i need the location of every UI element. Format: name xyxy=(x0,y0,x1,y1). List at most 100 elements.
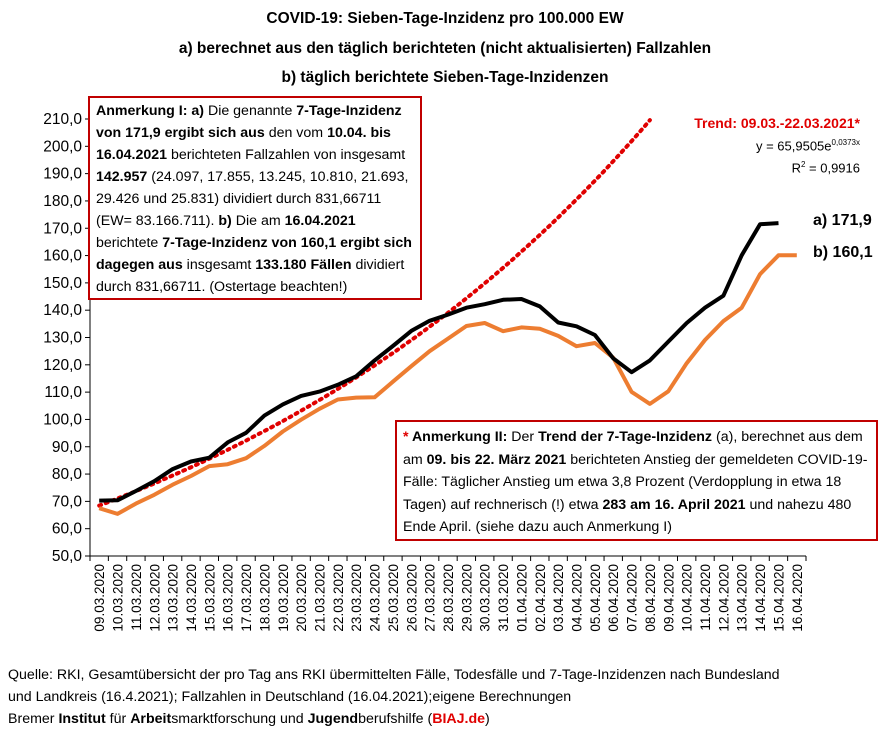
source-text: berufshilfe ( xyxy=(358,711,433,727)
x-tick-label: 25.03.2020 xyxy=(386,564,401,632)
x-tick-label: 31.03.2020 xyxy=(496,564,511,632)
note1-text: Die genannte xyxy=(204,103,297,119)
x-tick-label: 11.03.2020 xyxy=(129,564,144,631)
x-tick-label: 09.03.2020 xyxy=(92,564,107,632)
annotation-box-2: * Anmerkung II: Der Trend der 7-Tage-Inz… xyxy=(395,420,878,541)
source-text: Jugend xyxy=(307,711,359,727)
source-note: Quelle: RKI, Gesamtübersicht der pro Tag… xyxy=(8,664,780,730)
y-tick-label: 170,0 xyxy=(43,220,82,237)
series-line-a xyxy=(99,221,779,503)
x-tick-label: 12.04.2020 xyxy=(716,564,731,632)
y-tick-label: 200,0 xyxy=(43,138,82,155)
note1-text: Die am xyxy=(231,213,285,229)
trend-r2-value: = 0,9916 xyxy=(805,160,860,176)
note1-heading: Anmerkung I: a) xyxy=(96,103,204,119)
note1-text: b) xyxy=(218,213,232,229)
y-tick-label: 210,0 xyxy=(43,111,82,128)
x-tick-label: 15.04.2020 xyxy=(771,564,786,632)
x-tick-label: 02.04.2020 xyxy=(533,564,548,632)
note1-text: (24.097, 17.855, 13.245, 10.810, 21.693,… xyxy=(96,169,409,229)
x-tick-label: 19.03.2020 xyxy=(276,564,291,632)
x-tick-label: 24.03.2020 xyxy=(368,564,383,632)
x-tick-label: 03.04.2020 xyxy=(551,564,566,632)
x-tick-label: 20.03.2020 xyxy=(294,564,309,632)
x-tick-label: 17.03.2020 xyxy=(239,564,254,632)
chart-title-line3: b) täglich berichtete Sieben-Tage-Inzide… xyxy=(281,69,609,86)
y-tick-label: 90,0 xyxy=(52,439,83,456)
x-tick-label: 12.03.2020 xyxy=(147,564,162,632)
note1-text: den vom xyxy=(264,125,328,141)
note1-text: berichtete xyxy=(96,235,163,251)
note1-text: dividiert durch 831,66711. (Ostertage be… xyxy=(96,257,405,295)
note1-text: insgesamt xyxy=(182,257,256,273)
note1-text: 10.04. bis 16.04.2021 xyxy=(96,125,391,163)
x-tick-label: 10.03.2020 xyxy=(111,564,126,632)
note1-text: 133.180 Fällen xyxy=(255,257,352,273)
y-tick-label: 130,0 xyxy=(43,330,82,347)
y-tick-label: 110,0 xyxy=(44,384,82,401)
x-tick-label: 22.03.2020 xyxy=(331,564,346,632)
trend-r2-symbol: R xyxy=(791,160,801,176)
note2-asterisk: * xyxy=(403,429,412,445)
x-tick-label: 21.03.2020 xyxy=(312,564,327,632)
x-tick-label: 29.03.2020 xyxy=(459,564,474,632)
note1-text: 7-Tage-Inzidenz von 171,9 ergibt sich au… xyxy=(96,103,402,141)
x-tick-label: 13.04.2020 xyxy=(735,564,750,632)
biaj-link[interactable]: BIAJ.de xyxy=(432,711,486,727)
y-tick-label: 120,0 xyxy=(43,357,82,374)
note2-text: berichteten Anstieg der gemeldeten COVID… xyxy=(403,451,868,513)
x-tick-label: 07.04.2020 xyxy=(625,564,640,632)
trend-line xyxy=(97,118,652,508)
note2-text: (a), berechnet aus dem am xyxy=(403,429,863,468)
note1-text: 142.957 xyxy=(96,169,148,185)
x-tick-label: 09.04.2020 xyxy=(661,564,676,632)
trend-equation: y = 65,9505e0,0373x xyxy=(660,133,860,155)
y-tick-label: 180,0 xyxy=(43,193,82,210)
x-tick-label: 13.03.2020 xyxy=(166,564,181,632)
x-tick-label: 18.03.2020 xyxy=(257,564,272,632)
source-line2: und Landkreis (16.4.2021); Fallzahlen in… xyxy=(8,689,572,705)
annotation-box-1: Anmerkung I: a) Die genannte 7-Tage-Inzi… xyxy=(88,96,422,300)
x-tick-label: 15.03.2020 xyxy=(202,564,217,632)
x-tick-label: 23.03.2020 xyxy=(349,564,364,632)
source-line3: Bremer Institut für Arbeitsmarktforschun… xyxy=(8,708,780,730)
trend-label: Trend: 09.03.-22.03.2021* xyxy=(694,115,860,131)
note2-text: Trend der 7-Tage-Inzidenz xyxy=(538,429,713,445)
x-tick-label: 27.03.2020 xyxy=(423,564,438,632)
note2-text: 283 am 16. April 2021 xyxy=(602,496,746,513)
note1-text: 7-Tage-Inzidenz von 160,1 ergibt sich da… xyxy=(96,235,412,273)
x-tick-label: 10.04.2020 xyxy=(680,564,695,632)
note2-text: 09. bis 22. März 2021 xyxy=(426,451,567,468)
source-text: smarktforschung und xyxy=(171,711,308,727)
y-tick-label: 160,0 xyxy=(43,248,82,265)
x-tick-label: 01.04.2020 xyxy=(514,564,529,632)
trend-annotation: Trend: 09.03.-22.03.2021* y = 65,9505e0,… xyxy=(660,114,860,178)
series-line-b xyxy=(98,253,797,516)
source-text: ) xyxy=(485,711,490,727)
y-tick-label: 70,0 xyxy=(52,493,83,510)
end-label-a: a) 171,9 xyxy=(813,212,872,229)
note1-text: berichteten Fallzahlen von insgesamt xyxy=(167,147,406,163)
y-tick-label: 190,0 xyxy=(43,166,82,183)
x-tick-label: 16.04.2020 xyxy=(790,564,805,632)
y-tick-label: 60,0 xyxy=(52,521,83,538)
source-text: Bremer xyxy=(8,711,59,727)
chart-title-line1: COVID-19: Sieben-Tage-Inzidenz pro 100.0… xyxy=(266,10,624,27)
y-tick-label: 50,0 xyxy=(52,548,83,565)
note2-heading: Anmerkung II: xyxy=(411,429,508,445)
end-label-b: b) 160,1 xyxy=(813,244,873,261)
trend-r2: R2 = 0,9916 xyxy=(660,155,860,177)
x-tick-label: 16.03.2020 xyxy=(221,564,236,632)
trend-equation-base: y = 65,9505e xyxy=(755,138,832,154)
y-tick-label: 80,0 xyxy=(52,466,83,483)
trend-equation-exponent: 0,0373x xyxy=(831,138,860,147)
y-tick-label: 140,0 xyxy=(43,302,82,319)
source-text: Institut xyxy=(58,711,106,727)
y-tick-label: 100,0 xyxy=(43,411,82,428)
chart-title-line2: a) berechnet aus den täglich berichteten… xyxy=(178,40,712,57)
y-tick-label: 150,0 xyxy=(43,275,82,292)
source-line1: Quelle: RKI, Gesamtübersicht der pro Tag… xyxy=(8,667,780,683)
note1-text: 16.04.2021 xyxy=(284,213,356,229)
x-tick-label: 04.04.2020 xyxy=(570,564,585,632)
x-tick-label: 05.04.2020 xyxy=(588,564,603,632)
